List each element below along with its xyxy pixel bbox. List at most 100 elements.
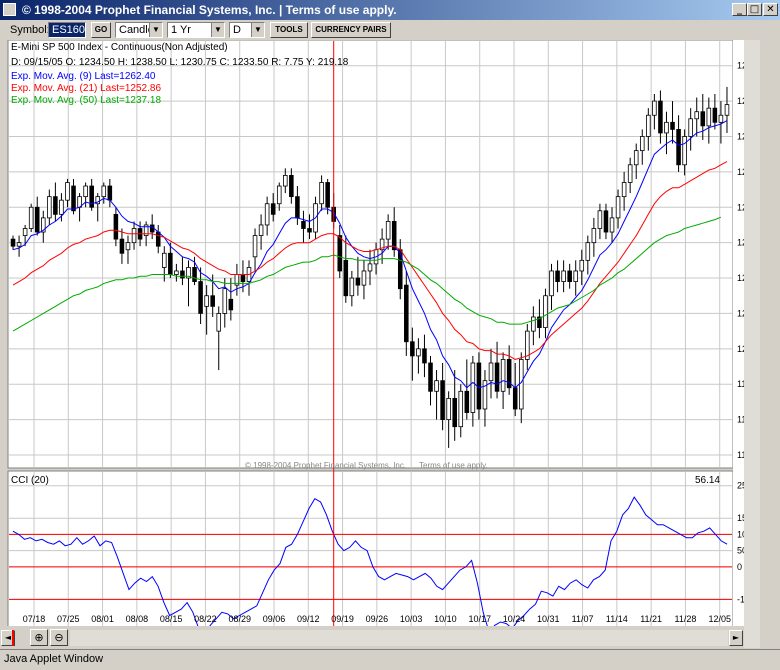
- x-tick-label: 10/24: [503, 614, 526, 624]
- maximize-button[interactable]: □: [747, 3, 762, 16]
- candle-body: [186, 267, 191, 279]
- candle-body: [276, 185, 282, 205]
- x-tick-label: 10/10: [434, 614, 457, 624]
- candle-body: [59, 199, 64, 215]
- candle-body: [670, 121, 675, 130]
- candle-body: [700, 111, 706, 127]
- candle-body: [652, 100, 657, 116]
- candle-body: [125, 242, 131, 251]
- candle-body: [422, 348, 427, 364]
- symbol-input[interactable]: ES1600: [48, 22, 86, 38]
- price-tick-label: 1180: [737, 415, 744, 425]
- candle-body: [131, 228, 137, 244]
- candle-body: [464, 390, 470, 413]
- period-value: 1 Yr: [171, 24, 191, 36]
- candle-body: [180, 270, 185, 279]
- candle-body: [22, 228, 28, 236]
- x-tick-label: 09/06: [263, 614, 286, 624]
- watermark-copyright: © 1998-2004 Prophet Financial Systems, I…: [245, 461, 406, 470]
- x-tick-label: 09/26: [366, 614, 389, 624]
- candle-body: [446, 397, 451, 421]
- candle-body: [676, 129, 681, 166]
- x-tick-label: 07/18: [23, 614, 46, 624]
- candle-body: [724, 104, 730, 116]
- ema-series: [12, 120, 728, 389]
- tools-button[interactable]: TOOLS: [270, 22, 308, 38]
- x-tick-label: 11/21: [640, 614, 662, 624]
- candle-body: [573, 270, 578, 282]
- chart-type-select[interactable]: Candle ▼: [115, 22, 163, 38]
- candle-body: [404, 284, 409, 343]
- x-tick-label: 08/22: [194, 614, 217, 624]
- candle-body: [410, 341, 415, 357]
- candle-body: [41, 217, 46, 233]
- vertical-scrollbar[interactable]: [744, 40, 760, 648]
- candle-body: [585, 242, 591, 261]
- cci-tick-label: 0: [737, 562, 742, 572]
- price-tick-label: 1280: [737, 61, 744, 71]
- candle-body: [385, 221, 391, 240]
- chevron-down-icon[interactable]: ▼: [251, 23, 264, 37]
- zoom-out-button[interactable]: ⊖: [50, 629, 68, 646]
- candle-body: [452, 397, 457, 428]
- candle-body: [222, 288, 228, 314]
- candle-body: [295, 196, 300, 219]
- horizontal-scroll-track[interactable]: [70, 630, 728, 646]
- candle-body: [270, 203, 276, 215]
- candle-body: [119, 238, 125, 254]
- price-tick-label: 1210: [737, 308, 744, 318]
- candle-body: [337, 235, 343, 272]
- candlestick-series: [10, 86, 730, 448]
- range-marker[interactable]: [12, 630, 14, 646]
- ema50-line: [12, 216, 722, 332]
- go-button[interactable]: GO: [91, 22, 111, 38]
- candle-body: [555, 270, 560, 282]
- price-grid: [9, 41, 732, 467]
- period-select[interactable]: 1 Yr ▼: [167, 22, 225, 38]
- price-tick-label: 1250: [737, 167, 744, 177]
- candle-body: [355, 277, 361, 286]
- zoom-bar: ◄ ⊕ ⊖ ►: [0, 626, 780, 648]
- candle-body: [367, 263, 373, 272]
- candle-body: [482, 380, 488, 410]
- candle-body: [658, 100, 663, 134]
- candle-body: [83, 185, 88, 198]
- candle-body: [494, 362, 500, 392]
- candle-body: [525, 330, 530, 360]
- legend-ema9: Exp. Mov. Avg. (9) Last=1262.40: [11, 71, 156, 82]
- price-tick-label: 1190: [737, 379, 744, 389]
- candle-body: [162, 252, 167, 268]
- minimize-button[interactable]: _: [732, 3, 747, 16]
- currency-pairs-button[interactable]: CURRENCY PAIRS: [311, 22, 391, 38]
- status-text: Java Applet Window: [4, 653, 104, 665]
- candle-body: [168, 252, 173, 275]
- candle-body: [603, 210, 609, 233]
- candle-body: [101, 185, 107, 198]
- candle-body: [609, 217, 615, 233]
- cci-label: CCI (20): [11, 475, 49, 486]
- candle-body: [597, 210, 603, 229]
- scroll-left-icon[interactable]: ◄: [1, 630, 15, 646]
- price-y-ticks: 1170 1180 1190 1200 1210 1220 1230 1240 1250 1260…: [737, 61, 744, 460]
- legend-ema21: Exp. Mov. Avg. (21) Last=1252.86: [11, 83, 161, 94]
- close-button[interactable]: ✕: [763, 3, 778, 16]
- candle-body: [264, 203, 270, 226]
- x-tick-label: 07/25: [57, 614, 80, 624]
- candle-body: [718, 114, 724, 123]
- cci-panel: [7, 470, 734, 626]
- chevron-down-icon[interactable]: ▼: [149, 23, 162, 37]
- legend-ema50: Exp. Mov. Avg. (50) Last=1237.18: [11, 95, 161, 106]
- candle-body: [325, 182, 330, 208]
- zoom-in-button[interactable]: ⊕: [30, 629, 48, 646]
- cci-line: [12, 496, 728, 626]
- chevron-down-icon[interactable]: ▼: [211, 23, 224, 37]
- ema9-line: [12, 120, 728, 389]
- candle-body: [646, 114, 651, 137]
- symbol-label: Symbol:: [10, 24, 50, 36]
- x-tick-label: 11/07: [572, 614, 594, 624]
- scroll-right-icon[interactable]: ►: [729, 630, 743, 646]
- interval-select[interactable]: D ▼: [229, 22, 265, 38]
- x-tick-label: 10/31: [537, 614, 560, 624]
- zoom-out-icon: ⊖: [54, 631, 64, 644]
- x-tick-labels: 07/18 07/25 08/01 08/08 08/15 08/22 08/29 09/06…: [23, 614, 731, 624]
